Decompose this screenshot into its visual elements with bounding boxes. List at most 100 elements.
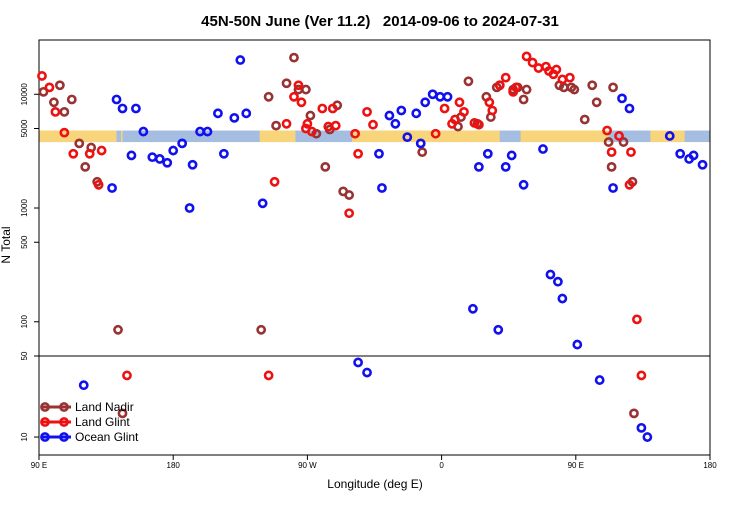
data-point xyxy=(636,422,647,433)
data-point xyxy=(37,71,47,81)
data-point xyxy=(68,148,79,159)
data-point xyxy=(218,148,229,159)
data-point xyxy=(553,276,563,287)
data-point xyxy=(629,408,639,419)
data-point xyxy=(500,161,511,172)
legend-marker xyxy=(40,402,50,412)
y-tick-label: 10000 xyxy=(20,83,29,106)
data-point xyxy=(430,128,441,139)
data-point xyxy=(538,144,548,154)
data-point xyxy=(617,93,627,104)
data-point xyxy=(557,293,568,304)
data-point xyxy=(572,339,583,350)
land-band-segment xyxy=(259,130,296,143)
data-point xyxy=(411,108,422,119)
data-point xyxy=(484,97,495,108)
data-point xyxy=(636,370,647,381)
data-point xyxy=(558,82,569,93)
data-point xyxy=(59,106,70,117)
data-point xyxy=(93,179,104,190)
data-point xyxy=(107,183,117,193)
x-tick-label: 180 xyxy=(167,461,181,470)
data-point xyxy=(626,147,636,158)
y-tick-label: 500 xyxy=(20,235,29,249)
data-point xyxy=(289,52,299,63)
data-point xyxy=(439,103,450,114)
data-point xyxy=(606,161,617,172)
data-point xyxy=(344,190,355,200)
data-point xyxy=(301,84,311,95)
data-point xyxy=(384,110,395,121)
land-band-segment xyxy=(520,130,609,143)
axis-ticks: 90 E 180 90 W 0 90 E 180 50 100 500 1000 5000 10000… xyxy=(20,83,717,470)
data-point xyxy=(184,203,195,213)
data-point xyxy=(427,89,438,100)
data-point xyxy=(126,150,137,161)
data-point xyxy=(263,91,274,102)
data-point xyxy=(608,82,618,93)
data-point xyxy=(213,108,223,119)
data-point xyxy=(390,118,401,129)
data-point xyxy=(187,159,198,170)
data-point xyxy=(493,324,504,335)
data-point xyxy=(49,97,59,108)
data-point xyxy=(435,91,446,102)
data-point xyxy=(511,82,522,93)
data-point xyxy=(518,94,529,105)
data-point xyxy=(353,148,363,159)
data-point xyxy=(74,138,85,149)
land-band-segment xyxy=(39,130,117,143)
chart-title: 45N-50N June (Ver 11.2) 2014-09-06 to 20… xyxy=(201,13,559,30)
data-point xyxy=(289,91,299,102)
legend-marker xyxy=(59,402,69,412)
y-tick-label: 10 xyxy=(20,432,29,441)
data-point xyxy=(487,105,498,116)
data-point xyxy=(78,380,89,391)
data-point xyxy=(494,80,505,91)
data-point xyxy=(500,72,511,83)
data-point xyxy=(269,176,280,187)
data-point xyxy=(569,84,580,95)
data-point xyxy=(603,137,614,147)
data-point xyxy=(377,183,387,193)
data-point xyxy=(533,63,544,73)
data-point xyxy=(235,55,246,65)
plot-frame xyxy=(38,39,711,456)
series-land-glint xyxy=(37,51,647,381)
legend-marker xyxy=(40,417,50,427)
data-point xyxy=(281,118,292,129)
data-point xyxy=(320,161,331,172)
data-point xyxy=(521,84,532,95)
data-point xyxy=(417,147,428,158)
y-tick-label: 5000 xyxy=(20,119,29,137)
data-point xyxy=(396,105,407,116)
legend-marker xyxy=(59,432,69,442)
land-ocean-band xyxy=(39,130,710,143)
data-point xyxy=(306,126,317,137)
legend-marker xyxy=(40,432,50,442)
x-tick-label: 90 E xyxy=(568,461,584,470)
land-band-segment xyxy=(650,130,685,143)
data-point xyxy=(624,179,635,190)
x-tick-label: 180 xyxy=(703,461,717,470)
data-point xyxy=(305,110,316,121)
y-tick-label: 100 xyxy=(20,315,29,329)
data-point xyxy=(442,91,453,102)
data-point xyxy=(362,367,372,378)
data-point xyxy=(591,97,602,108)
data-point xyxy=(257,198,268,209)
data-point xyxy=(527,57,538,68)
data-point xyxy=(697,159,708,170)
data-point xyxy=(177,138,188,149)
legend-marker xyxy=(59,417,69,427)
data-point xyxy=(263,370,274,381)
data-point xyxy=(642,432,653,442)
data-point xyxy=(614,131,624,141)
data-point xyxy=(473,161,484,172)
data-point xyxy=(402,132,413,143)
data-point xyxy=(420,97,431,108)
data-point xyxy=(38,86,49,97)
data-point xyxy=(350,128,361,139)
data-point xyxy=(96,145,107,156)
data-point xyxy=(344,208,355,219)
